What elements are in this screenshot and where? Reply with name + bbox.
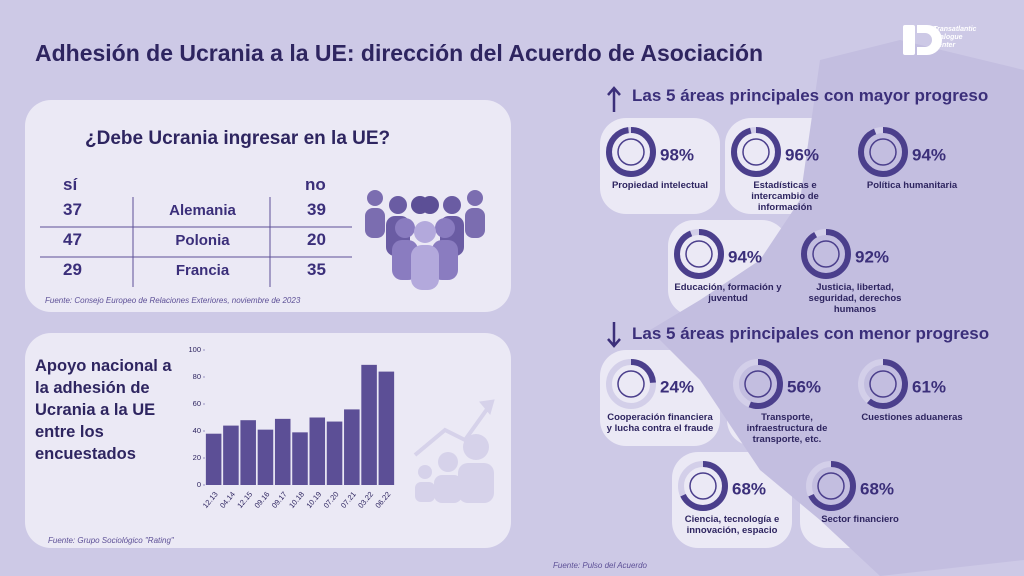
icon: [689, 472, 717, 500]
x-tick-label: 09.16: [253, 490, 272, 510]
area-label: Cooperación financiera y lucha contra el…: [606, 412, 714, 434]
bar: [240, 420, 256, 485]
x-tick-label: 12.13: [201, 490, 220, 510]
country: Francia: [175, 262, 230, 279]
source: Fuente: Pulso del Acuerdo: [553, 561, 647, 570]
logo-mark: [903, 25, 942, 55]
yes-value: 29: [63, 260, 82, 279]
x-tick-label: 03.22: [356, 490, 375, 510]
area-label: Estadísticas e intercambio de informació…: [751, 180, 819, 213]
area-label: Educación, formación y juventud: [674, 282, 782, 304]
area-label: Sector financiero: [821, 514, 899, 525]
x-tick-label: 12.15: [235, 490, 254, 510]
progress-ring: [733, 359, 783, 409]
icon: [742, 138, 770, 166]
bar: [292, 432, 308, 485]
icon: [617, 138, 645, 166]
area-label: Cuestiones aduaneras: [861, 412, 963, 423]
no-value: 39: [307, 200, 326, 219]
y-tick-label: 40: [193, 426, 201, 435]
icon: [869, 138, 897, 166]
logo-text: Transatlantic Dialogue Center: [933, 26, 976, 50]
area-label: Propiedad intelectual: [611, 180, 709, 191]
icon: [617, 370, 645, 398]
area-label: Política humanitaria: [866, 180, 958, 191]
progress-ring: [678, 461, 728, 511]
y-tick-label: 100: [188, 345, 201, 354]
bar: [361, 364, 377, 485]
icon: [812, 240, 840, 268]
chart-title: Apoyo nacional a la adhesión de Ucrania …: [35, 357, 172, 463]
source: Fuente: Consejo Europeo de Relaciones Ex…: [45, 296, 301, 305]
percent-label: 56%: [787, 377, 821, 396]
no-value: 35: [307, 260, 326, 279]
progress-ring: [801, 229, 851, 279]
progress-ring: [858, 127, 908, 177]
y-tick-label: 60: [193, 399, 201, 408]
percent-label: 96%: [785, 145, 819, 164]
country: Polonia: [175, 232, 230, 249]
page-title: Adhesión de Ucrania a la UE: dirección d…: [35, 40, 764, 66]
logo-line: Dialogue: [933, 34, 963, 41]
percent-label: 68%: [732, 479, 766, 498]
percent-label: 68%: [860, 479, 894, 498]
logo-line: Center: [933, 42, 956, 49]
percent-label: 61%: [912, 377, 946, 396]
bar: [309, 417, 326, 485]
section-title: Las 5 áreas principales con mayor progre…: [632, 86, 989, 105]
section-title: Las 5 áreas principales con menor progre…: [632, 324, 990, 343]
yes-value: 47: [63, 230, 82, 249]
x-tick-label: 04.14: [218, 490, 237, 510]
progress-ring: [674, 229, 724, 279]
bar: [274, 418, 291, 485]
growth-icon: [413, 399, 495, 503]
y-tick-label: 20: [193, 453, 201, 462]
progress-ring: [806, 461, 856, 511]
x-tick-label: 07.21: [339, 490, 358, 510]
icon: [685, 240, 713, 268]
x-tick-label: 10.19: [304, 490, 323, 510]
logo-line: Transatlantic: [933, 26, 977, 33]
y-tick-label: 80: [193, 372, 201, 381]
percent-label: 98%: [660, 145, 694, 164]
bar: [205, 433, 222, 485]
column-header: no: [305, 175, 326, 194]
bar: [378, 371, 395, 485]
survey-question: ¿Debe Ucrania ingresar en la UE?: [85, 128, 391, 149]
map-shape: [650, 40, 1024, 576]
icon: [869, 370, 897, 398]
people-icon: [365, 190, 485, 290]
percent-label: 94%: [912, 145, 946, 164]
icon: [817, 472, 845, 500]
progress-ring: [858, 359, 908, 409]
progress-ring: [731, 127, 781, 177]
area-label: Transporte, infraestructura de transport…: [746, 412, 828, 445]
no-value: 20: [307, 230, 326, 249]
percent-label: 92%: [855, 247, 889, 266]
table-lines: [40, 197, 352, 287]
bar: [326, 421, 343, 485]
arrows: [607, 86, 621, 348]
y-tick-label: 0: [197, 480, 201, 489]
bar: [257, 429, 274, 485]
bar: [344, 409, 360, 485]
area-label: Ciencia, tecnología e innovación, espaci…: [684, 514, 780, 536]
x-tick-label: 10.18: [287, 490, 306, 510]
area-label: Justicia, libertad, seguridad, derechos …: [808, 282, 902, 315]
percent-label: 94%: [728, 247, 762, 266]
column-header: sí: [63, 175, 78, 194]
yes-value: 37: [63, 200, 82, 219]
percent-label: 24%: [660, 377, 694, 396]
x-tick-label: 09.17: [270, 490, 289, 510]
progress-ring: [606, 127, 656, 177]
x-tick-label: 06.22: [373, 490, 392, 510]
country: Alemania: [169, 202, 236, 219]
progress-ring: [606, 359, 656, 409]
x-tick-label: 07.20: [322, 490, 341, 510]
icon: [744, 370, 772, 398]
bar: [223, 425, 239, 485]
source: Fuente: Grupo Sociológico "Rating": [48, 536, 174, 545]
